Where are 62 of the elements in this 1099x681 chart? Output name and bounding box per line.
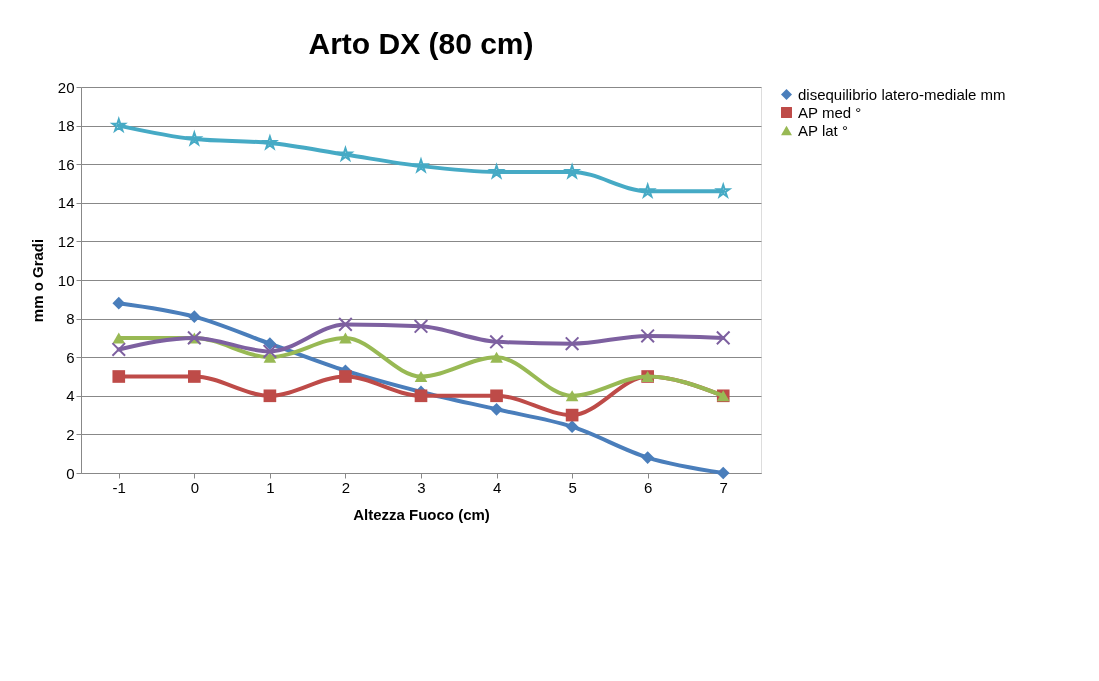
legend-label: disequilibrio latero-mediale mm [798, 85, 1006, 103]
point [487, 162, 506, 180]
point [109, 116, 128, 134]
point [112, 370, 126, 383]
point [641, 451, 654, 464]
point [565, 408, 579, 422]
point [489, 334, 504, 350]
x-tick-label: 6 [643, 478, 653, 496]
y-tick-label: 6 [66, 348, 75, 366]
point [564, 336, 580, 352]
x-tick-label: 7 [719, 478, 728, 496]
y-tick-label: 18 [57, 117, 75, 135]
point [338, 317, 353, 332]
point [112, 332, 126, 344]
point [336, 145, 355, 162]
point [563, 162, 581, 180]
y-tick-label: 8 [66, 310, 75, 328]
point [261, 133, 279, 151]
y-tick-label: 16 [57, 155, 75, 173]
point [188, 310, 201, 323]
point [185, 129, 204, 147]
y-tick-label: 20 [57, 78, 75, 96]
point [263, 351, 277, 363]
x-tick-label: 2 [341, 478, 351, 496]
point [413, 319, 429, 334]
x-tick-label: 0 [190, 478, 200, 496]
point [490, 389, 503, 403]
point [490, 402, 503, 416]
legend-label: AP lat ° [798, 121, 848, 139]
point [565, 390, 579, 402]
point [188, 370, 201, 383]
y-tick-label: 2 [66, 425, 75, 443]
x-tick-label: 3 [417, 478, 426, 496]
point [715, 330, 731, 346]
point [490, 351, 503, 363]
point [565, 420, 579, 433]
point [414, 371, 428, 382]
point [716, 466, 730, 480]
point [339, 332, 352, 344]
point [640, 328, 655, 344]
y-tick-label: 10 [57, 271, 75, 289]
point [262, 344, 278, 359]
point [412, 156, 430, 174]
chart-title: Arto DX (80 cm) [308, 27, 534, 60]
point [111, 342, 127, 357]
x-tick-label: 5 [568, 478, 577, 496]
point [414, 389, 428, 403]
y-tick-label: 14 [57, 194, 75, 212]
x-tick-label: 4 [492, 478, 502, 496]
point [112, 296, 126, 310]
x-tick-label: -1 [112, 478, 126, 496]
y-tick-label: 12 [57, 232, 75, 250]
y-tick-label: 4 [66, 387, 75, 405]
x-tick-label: 1 [266, 478, 275, 496]
x-axis-title: Altezza Fuoco (cm) [353, 505, 490, 523]
y-axis-title: mm o Gradi [28, 238, 46, 323]
legend-label: AP med ° [798, 103, 862, 121]
point [714, 182, 733, 199]
y-tick-label: 0 [66, 464, 75, 482]
point [263, 389, 277, 403]
point [263, 337, 277, 351]
point [339, 370, 352, 383]
